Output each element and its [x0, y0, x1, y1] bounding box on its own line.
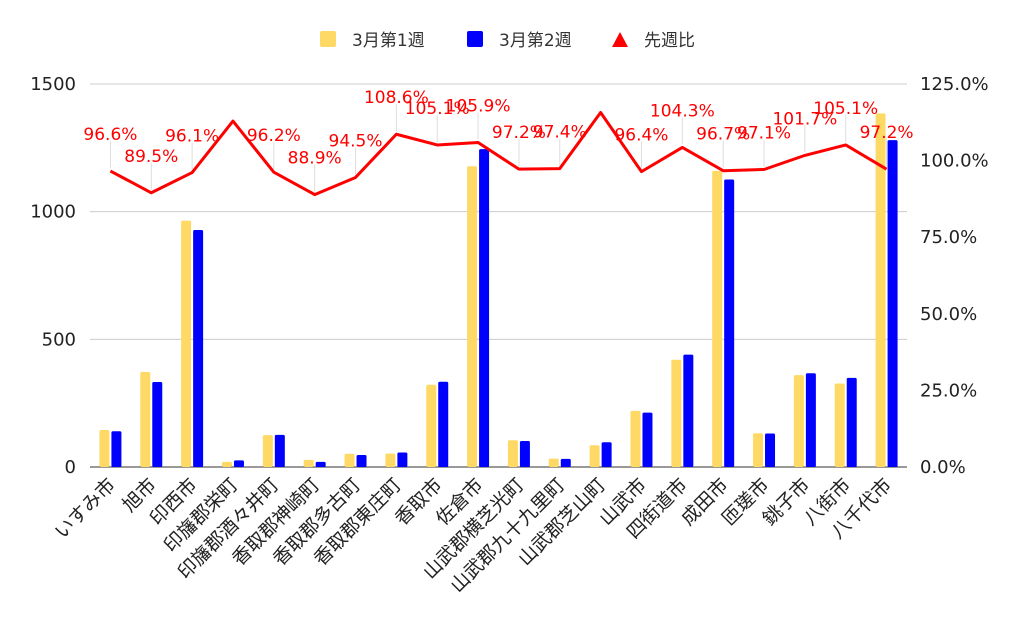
bar-week2: [111, 431, 122, 467]
bar-week1: [793, 375, 804, 467]
ratio-data-label: 105.9%: [446, 97, 511, 117]
bar-week2: [724, 179, 735, 467]
ratio-data-label: 108.6%: [364, 88, 429, 108]
bar-week2: [887, 140, 898, 467]
bar-week1: [589, 445, 600, 467]
ratio-line-path: [109, 110, 888, 197]
triangle-icon: [612, 32, 628, 47]
bar-week2: [356, 454, 367, 467]
bar-week2: [152, 381, 163, 467]
bar-week1: [426, 384, 437, 467]
bar-week2: [315, 461, 326, 467]
left-tick-label: 1000: [30, 202, 76, 223]
left-tick-label: 0: [65, 457, 76, 478]
legend-label: 3月第1週: [352, 31, 425, 51]
ratio-data-label: 96.6%: [83, 125, 137, 145]
right-tick-label: 50.0%: [920, 304, 977, 325]
bar-week2: [642, 412, 653, 467]
x-axis-labels: いすみ市旭市印西市印旛郡栄町印旛郡酒々井町香取郡神崎町香取郡多古町香取郡東庄町香…: [51, 474, 896, 597]
bar-week2: [274, 434, 285, 467]
ratio-data-label: 104.3%: [650, 101, 715, 121]
ratio-data-label: 97.2%: [492, 123, 546, 143]
bar-week2: [805, 373, 816, 467]
ratio-line: 96.6%89.5%96.1% 96.2%88.9%94.5%108.6%105.…: [83, 88, 914, 197]
bars: [99, 113, 898, 468]
bar-week1: [753, 433, 764, 467]
left-tick-label: 1500: [30, 74, 76, 95]
bar-week2: [193, 230, 204, 467]
legend-ratio: 先週比: [612, 31, 695, 51]
bar-week1: [303, 459, 314, 467]
bar-week1: [140, 372, 151, 467]
ratio-data-label: 105.1%: [813, 99, 878, 119]
right-tick-label: 125.0%: [920, 74, 989, 95]
bar-week1: [834, 383, 845, 467]
legend-week1: 3月第1週: [320, 31, 425, 51]
bar-week2: [683, 354, 694, 467]
right-axis: 0.0% 25.0% 50.0% 75.0% 100.0% 125.0%: [920, 74, 989, 478]
bar-week2: [233, 460, 244, 467]
bar-week1: [548, 458, 559, 467]
bar-week1: [467, 166, 478, 467]
bar-week1: [344, 453, 355, 467]
bar-week1: [181, 220, 192, 467]
ratio-data-label: 96.2%: [247, 126, 301, 146]
bar-week2: [519, 440, 530, 467]
ratio-data-label: 88.9%: [288, 149, 342, 169]
legend-swatch: [320, 31, 336, 47]
bar-week1: [99, 429, 110, 467]
ratio-data-label: 96.1%: [165, 127, 219, 147]
ratio-data-label: 96.7%: [696, 125, 750, 145]
ratio-data-label: 105.1%: [405, 99, 470, 119]
right-tick-label: 100.0%: [920, 151, 989, 172]
bar-week1: [875, 113, 886, 467]
bar-week1: [385, 453, 396, 467]
right-tick-label: 0.0%: [920, 457, 966, 478]
bar-week1: [221, 461, 232, 467]
legend-label: 3月第2週: [499, 31, 572, 51]
bar-week2: [479, 149, 490, 468]
legend-label: 先週比: [644, 31, 695, 51]
category-label: いすみ市: [51, 474, 120, 543]
bar-week1: [262, 435, 273, 467]
right-tick-label: 75.0%: [920, 227, 977, 248]
bar-week2: [601, 442, 612, 467]
bar-week2: [846, 377, 857, 467]
left-tick-label: 500: [42, 329, 76, 350]
legend-swatch: [467, 31, 483, 47]
legend-week2: 3月第2週: [467, 31, 572, 51]
bar-week1: [671, 359, 682, 467]
ratio-data-label: 96.4%: [614, 126, 668, 146]
bar-week1: [630, 410, 641, 467]
bar-week2: [397, 452, 408, 467]
ratio-data-label: 97.4%: [533, 123, 587, 143]
bar-week1: [507, 440, 518, 467]
legend: 3月第1週 3月第2週 先週比: [320, 31, 695, 51]
ratio-data-label: 97.2%: [860, 123, 914, 143]
ratio-data-label: 94.5%: [329, 131, 383, 151]
left-axis: 0 500 1000 1500: [30, 74, 76, 478]
ratio-data-label: 97.1%: [737, 123, 791, 143]
bar-week2: [560, 458, 571, 467]
right-tick-label: 25.0%: [920, 380, 977, 401]
ratio-data-label: 89.5%: [124, 147, 178, 167]
bar-week1: [712, 170, 723, 467]
bar-week2: [438, 381, 449, 467]
ratio-data-label: 101.7%: [772, 109, 837, 129]
bar-week2: [765, 433, 776, 467]
